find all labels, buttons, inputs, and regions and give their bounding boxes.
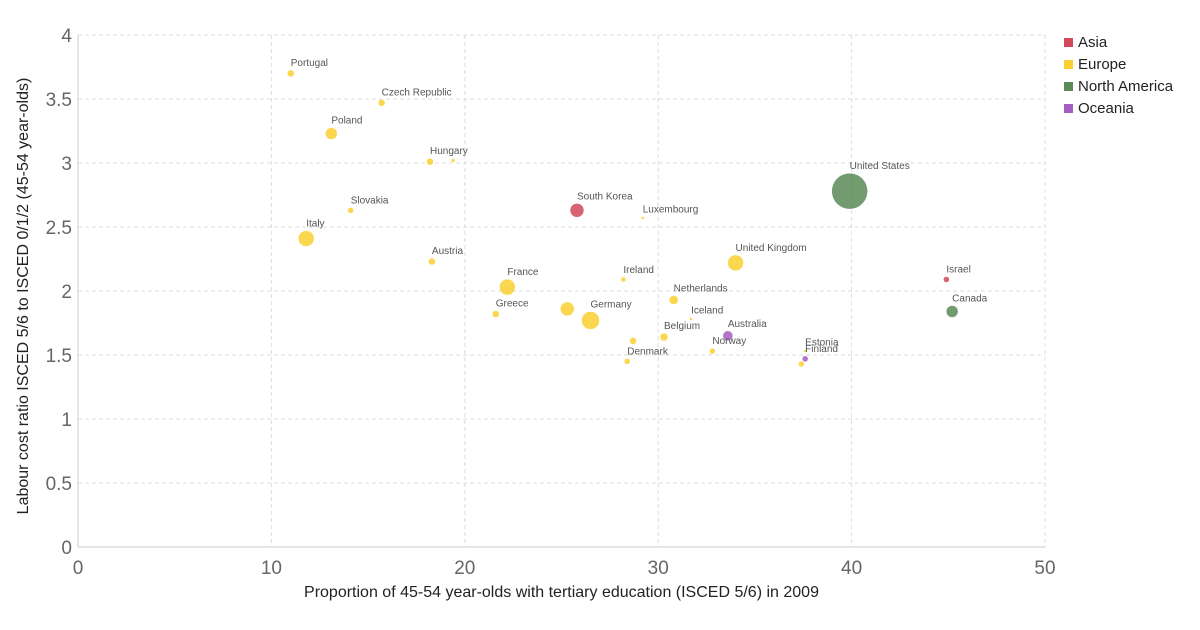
axes: 00.511.522.533.540 10 20 30 40 50 (46, 26, 1056, 579)
point-label: Greece (496, 299, 529, 310)
data-point[interactable] (709, 347, 716, 355)
y-tick-label: 2 (61, 282, 72, 303)
data-point[interactable] (629, 337, 637, 345)
data-point[interactable] (347, 207, 354, 214)
y-tick-label: 4 (61, 26, 72, 47)
data-points (286, 69, 959, 368)
data-point[interactable] (659, 332, 669, 342)
x-tick-label: 0 (73, 558, 84, 579)
legend: Asia Europe North America Oceania (1064, 34, 1174, 117)
y-tick-label: 2.5 (46, 218, 72, 239)
data-point[interactable] (689, 317, 693, 321)
data-point[interactable] (640, 216, 645, 220)
point-label: Denmark (627, 346, 669, 357)
point-label: Canada (952, 293, 987, 304)
point-label: Austria (432, 246, 464, 257)
point-label: Hungary (430, 146, 468, 157)
point-label: Netherlands (674, 283, 728, 294)
legend-swatch (1064, 60, 1073, 69)
data-point[interactable] (377, 99, 386, 107)
point-label: Australia (728, 319, 767, 330)
y-axis-title: Labour cost ratio ISCED 5/6 to ISCED 0/1… (15, 78, 32, 515)
point-label: Iceland (691, 306, 723, 317)
data-point[interactable] (798, 360, 805, 368)
y-tick-label: 0 (61, 538, 72, 559)
point-label: Italy (306, 219, 324, 230)
point-label: South Korea (577, 191, 633, 202)
data-point[interactable] (581, 311, 600, 330)
y-tick-label: 1.5 (46, 346, 72, 367)
legend-item[interactable]: Asia (1078, 34, 1108, 51)
data-point[interactable] (450, 158, 456, 163)
point-label: Czech Republic (382, 87, 452, 98)
legend-item[interactable]: Oceania (1078, 100, 1135, 117)
point-label: Estonia (805, 338, 839, 349)
data-point[interactable] (499, 278, 516, 296)
point-label: Slovakia (351, 195, 389, 206)
point-label: Norway (712, 336, 746, 347)
data-point[interactable] (722, 330, 734, 342)
point-label: United States (850, 161, 910, 172)
legend-swatch (1064, 104, 1073, 113)
y-tick-label: 1 (61, 410, 72, 431)
data-point[interactable] (569, 203, 585, 218)
point-label: Ireland (623, 265, 654, 276)
y-tick-label: 3.5 (46, 90, 72, 111)
legend-item[interactable]: Europe (1078, 56, 1126, 73)
point-label: Portugal (291, 58, 328, 69)
point-labels: Portugal Czech Republic Poland Hungary Slova… (291, 58, 988, 357)
data-point[interactable] (801, 355, 809, 363)
point-label: Finland (805, 344, 838, 355)
x-tick-label: 50 (1034, 558, 1055, 579)
data-point[interactable] (325, 127, 338, 140)
data-point[interactable] (624, 358, 631, 365)
legend-item[interactable]: North America (1078, 78, 1174, 95)
grid (78, 34, 1046, 547)
x-tick-label: 30 (648, 558, 669, 579)
data-point[interactable] (945, 305, 959, 318)
data-point[interactable] (286, 69, 295, 78)
legend-swatch (1064, 82, 1073, 91)
y-tick-label: 3 (61, 154, 72, 175)
data-point[interactable] (426, 157, 434, 166)
x-axis-title: Proportion of 45-54 year-olds with terti… (304, 584, 819, 601)
data-point[interactable] (620, 276, 627, 283)
x-tick-label: 40 (841, 558, 862, 579)
point-label: Belgium (664, 321, 700, 332)
x-tick-label: 10 (261, 558, 282, 579)
data-point[interactable] (668, 295, 679, 305)
y-tick-label: 0.5 (46, 474, 72, 495)
data-point[interactable] (491, 310, 500, 318)
data-point[interactable] (297, 230, 315, 247)
point-label: United Kingdom (736, 243, 807, 254)
data-point[interactable] (803, 349, 807, 353)
legend-swatch (1064, 38, 1073, 47)
data-point[interactable] (831, 172, 868, 210)
x-tick-label: 20 (454, 558, 475, 579)
data-point[interactable] (943, 276, 950, 283)
point-label: Germany (591, 299, 632, 310)
point-label: Poland (331, 116, 362, 127)
data-point[interactable] (428, 257, 436, 266)
data-point[interactable] (560, 301, 575, 317)
data-point[interactable] (727, 254, 744, 272)
point-label: Israel (946, 264, 970, 275)
point-label: France (507, 267, 539, 278)
point-label: Luxembourg (643, 205, 699, 216)
